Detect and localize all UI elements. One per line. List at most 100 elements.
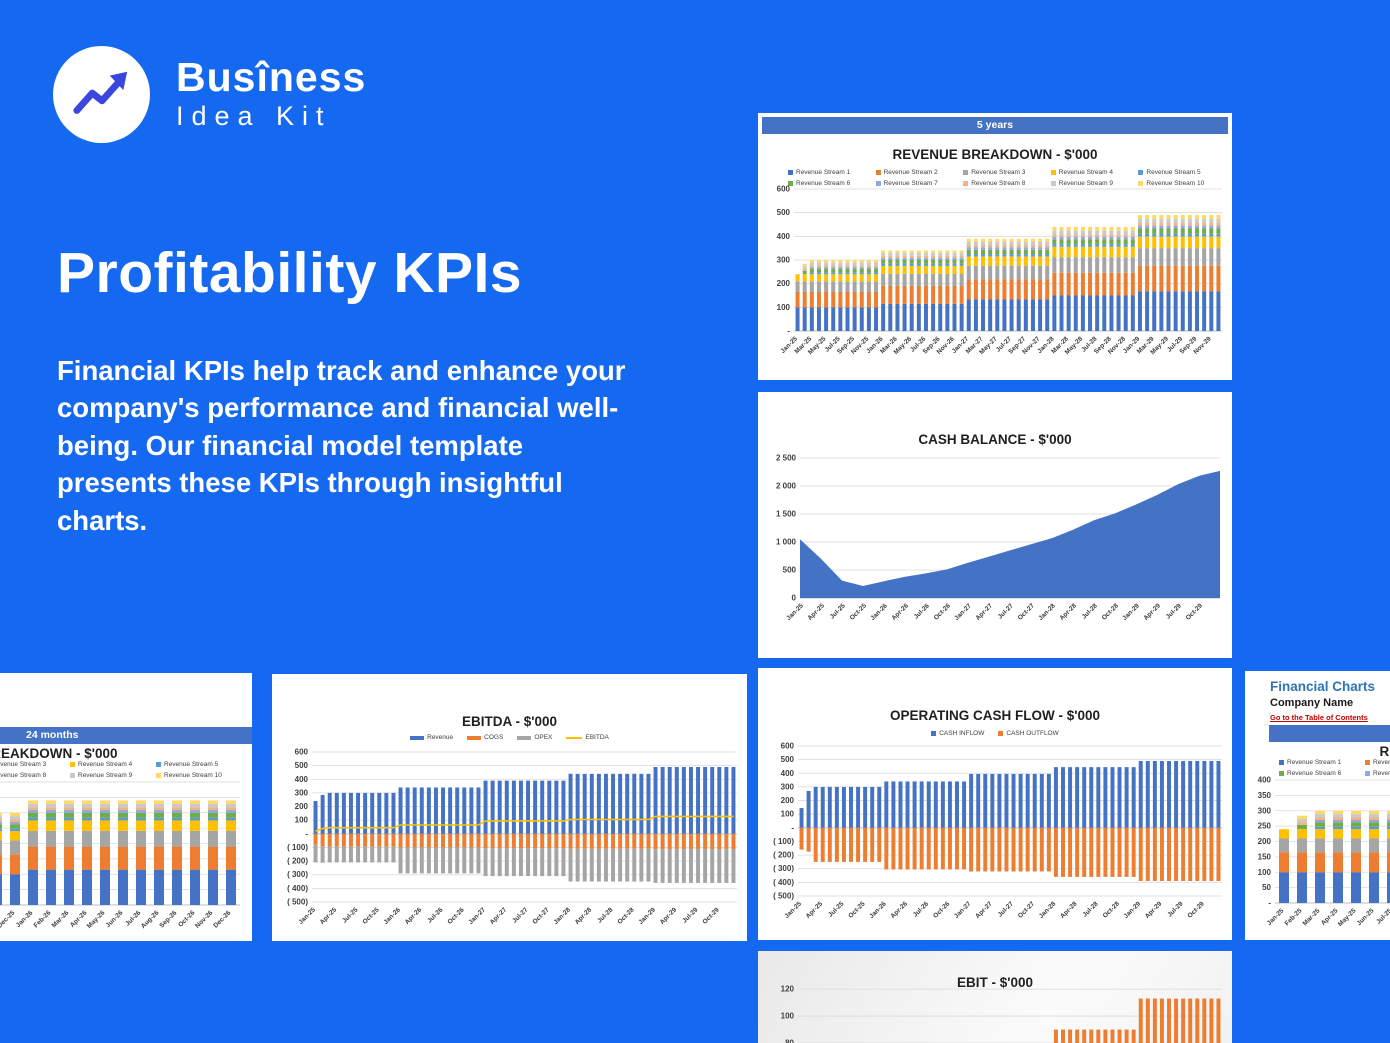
svg-text:Jul-26: Jul-26 bbox=[426, 906, 445, 925]
svg-text:Apr-26: Apr-26 bbox=[404, 906, 424, 926]
legend-swatch bbox=[467, 735, 482, 740]
legend-swatch bbox=[70, 773, 75, 778]
svg-text:Dec-25: Dec-25 bbox=[0, 909, 17, 929]
legend-swatch bbox=[1279, 760, 1284, 765]
svg-text:Jul-28: Jul-28 bbox=[596, 906, 615, 925]
svg-text:( 400): ( 400) bbox=[287, 884, 308, 893]
chart-legend: CASH INFLOW CASH OUTFLOW bbox=[758, 730, 1232, 737]
svg-text:Apr-27: Apr-27 bbox=[489, 906, 509, 926]
svg-text:Jan-26: Jan-26 bbox=[382, 906, 402, 926]
svg-text:Apr-26: Apr-26 bbox=[889, 900, 909, 920]
svg-text:Oct-26: Oct-26 bbox=[933, 602, 953, 622]
legend-item: Revenue Stream 7 bbox=[875, 180, 964, 187]
brand-subname: Idea Kit bbox=[176, 101, 332, 131]
svg-text:Jan-28: Jan-28 bbox=[552, 906, 572, 926]
legend-item: Revenue Stream 4 bbox=[70, 761, 156, 768]
svg-text:Jul-25: Jul-25 bbox=[1375, 907, 1390, 926]
legend-item: Revenue Stream 1 bbox=[788, 169, 876, 176]
legend-item: Revenue Stream 8 bbox=[0, 772, 47, 779]
svg-text:Oct-28: Oct-28 bbox=[616, 906, 636, 926]
cash-balance-card: CASH BALANCE - $'000 2 500 2 000 1 500 1 00… bbox=[758, 392, 1232, 658]
chart-title: EBIT - $'000 bbox=[957, 975, 1033, 990]
svg-text:400: 400 bbox=[295, 775, 309, 784]
svg-text:150: 150 bbox=[1258, 852, 1272, 861]
svg-text:Feb-25: Feb-25 bbox=[1284, 907, 1304, 927]
ebitda-card: EBITDA - $'000 Revenue COGS OPEX EBITDA 600… bbox=[272, 674, 747, 941]
svg-text:200: 200 bbox=[781, 796, 795, 805]
svg-text:Jul-27: Jul-27 bbox=[997, 602, 1016, 621]
revenue-breakdown-24m-chart: 400 350 300 250 200 150 100 50 -Jan-25Feb-25Mar-… bbox=[1258, 776, 1390, 928]
svg-text:400: 400 bbox=[777, 232, 791, 241]
svg-text:50: 50 bbox=[1262, 883, 1271, 892]
svg-text:( 400): ( 400) bbox=[773, 878, 794, 887]
svg-text:200: 200 bbox=[295, 802, 309, 811]
legend-item: Revenue bbox=[410, 734, 453, 741]
svg-text:( 200): ( 200) bbox=[773, 851, 794, 860]
svg-text:350: 350 bbox=[1258, 791, 1272, 800]
legend-swatch bbox=[1365, 771, 1370, 776]
period-label: 24 months bbox=[26, 729, 79, 741]
chart-title: EBITDA - $'000 bbox=[462, 714, 557, 729]
svg-text:Oct-26: Oct-26 bbox=[932, 900, 952, 920]
svg-text:1 000: 1 000 bbox=[776, 538, 797, 547]
svg-text:300: 300 bbox=[1258, 806, 1272, 815]
svg-text:Apr-29: Apr-29 bbox=[659, 906, 679, 926]
legend-swatch bbox=[566, 736, 583, 739]
svg-text:500: 500 bbox=[777, 208, 791, 217]
legend-swatch bbox=[963, 170, 969, 175]
svg-text:600: 600 bbox=[781, 742, 795, 751]
trend-arrow-icon bbox=[72, 71, 127, 114]
svg-text:Oct-29: Oct-29 bbox=[1186, 900, 1206, 920]
svg-text:Oct-29: Oct-29 bbox=[701, 906, 721, 926]
brand: Busîness Idea Kit bbox=[53, 46, 366, 143]
revenue-breakdown-5y-card: 5 years REVENUE BREAKDOWN - $'000 Revenu… bbox=[758, 113, 1232, 380]
svg-text:Oct-27: Oct-27 bbox=[1017, 602, 1037, 622]
svg-text:Apr-28: Apr-28 bbox=[1059, 900, 1079, 920]
svg-text:Jul-29: Jul-29 bbox=[1165, 602, 1184, 621]
chart-legend: Revenue COGS OPEX EBITDA bbox=[272, 734, 747, 741]
svg-text:( 100): ( 100) bbox=[773, 837, 794, 846]
legend-item: Revenue Stream 2 bbox=[1365, 759, 1390, 766]
svg-text:Jan-25: Jan-25 bbox=[783, 900, 803, 920]
table-of-contents-link[interactable]: Go to the Table of Contents bbox=[1270, 713, 1368, 722]
svg-text:100: 100 bbox=[781, 810, 795, 819]
svg-text:Apr-25: Apr-25 bbox=[319, 906, 339, 926]
svg-text:( 500): ( 500) bbox=[773, 892, 794, 901]
legend-swatch bbox=[875, 181, 881, 186]
svg-text:Mar-26: Mar-26 bbox=[51, 909, 71, 929]
legend-item: Revenue Stream 2 bbox=[875, 169, 964, 176]
svg-text:-: - bbox=[1268, 899, 1271, 908]
svg-text:Oct-27: Oct-27 bbox=[531, 906, 551, 926]
svg-text:Apr-25: Apr-25 bbox=[805, 900, 825, 920]
svg-text:May-25: May-25 bbox=[1337, 907, 1358, 928]
svg-text:Jul-27: Jul-27 bbox=[997, 900, 1016, 919]
svg-text:Jul-26: Jul-26 bbox=[912, 900, 931, 919]
svg-text:Jan-26: Jan-26 bbox=[869, 602, 889, 622]
chart-title: OPERATING CASH FLOW - $'000 bbox=[890, 708, 1100, 723]
legend-swatch bbox=[410, 735, 425, 740]
svg-text:200: 200 bbox=[1258, 837, 1272, 846]
svg-text:400: 400 bbox=[1258, 776, 1272, 785]
legend-swatch bbox=[788, 181, 793, 186]
ebit-chart: 12010080604020-Jan-25Apr-25Jul-25Oct-25J… bbox=[781, 985, 1222, 1043]
legend-item: Revenue Stream 9 bbox=[1050, 180, 1139, 187]
period-label: 5 years bbox=[976, 119, 1014, 131]
legend-item: Revenue Stream 6 bbox=[788, 180, 876, 187]
period-bar bbox=[1269, 725, 1390, 742]
svg-text:200: 200 bbox=[777, 279, 791, 288]
legend-item: Revenue Stream 4 bbox=[1050, 169, 1139, 176]
legend-item: EBITDA bbox=[566, 734, 609, 741]
svg-text:Jan-27: Jan-27 bbox=[953, 900, 973, 920]
legend-item: CASH INFLOW bbox=[931, 730, 984, 737]
svg-text:300: 300 bbox=[777, 256, 791, 265]
sheet-title: Financial Charts bbox=[1270, 679, 1376, 694]
legend-item: Revenue Stream 5 bbox=[1138, 169, 1226, 176]
legend-swatch bbox=[1050, 170, 1056, 175]
svg-text:100: 100 bbox=[777, 303, 791, 312]
legend-swatch bbox=[1138, 181, 1144, 186]
svg-text:Jul-25: Jul-25 bbox=[829, 602, 848, 621]
svg-text:Jul-28: Jul-28 bbox=[1081, 602, 1100, 621]
svg-text:Jan-25: Jan-25 bbox=[785, 602, 805, 622]
svg-text:Oct-25: Oct-25 bbox=[361, 906, 381, 926]
